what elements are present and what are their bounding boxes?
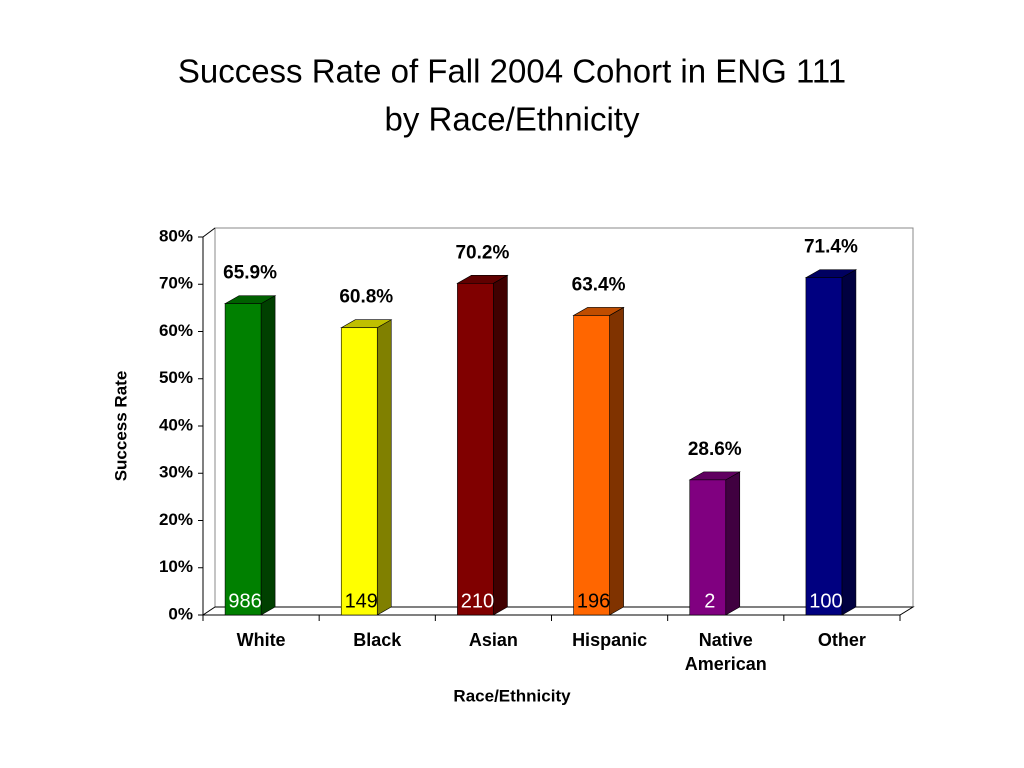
count-label: 210 (461, 590, 494, 612)
count-label: 196 (577, 590, 610, 612)
y-tick-label: 0% (168, 604, 193, 623)
y-tick-label: 80% (159, 226, 193, 245)
x-axis-label: Race/Ethnicity (453, 686, 571, 705)
data-label: 65.9% (223, 263, 277, 284)
bar (457, 283, 494, 616)
bar-side (376, 319, 392, 616)
data-label: 63.4% (572, 274, 626, 295)
x-tick-label: White (236, 630, 286, 650)
y-tick-label: 50% (159, 368, 193, 387)
y-tick-label: 10% (159, 557, 193, 576)
y-tick-label: 40% (159, 415, 193, 434)
x-tick-label: Black (353, 630, 402, 650)
data-label: 70.2% (455, 242, 509, 263)
bar-side (493, 274, 508, 616)
y-tick-label: 20% (159, 510, 193, 529)
count-label: 2 (704, 590, 715, 612)
count-label: 100 (809, 590, 842, 612)
data-label: 28.6% (688, 439, 742, 460)
bar (689, 479, 727, 616)
x-tick-label: Asian (468, 630, 518, 650)
bar-side (841, 269, 857, 616)
bar-side (260, 295, 276, 616)
chart-title: by Race/Ethnicity (385, 101, 640, 138)
y-tick-label: 30% (159, 463, 193, 482)
data-label: 60.8% (339, 287, 393, 308)
y-tick-label: 70% (159, 274, 193, 293)
count-label: 149 (345, 590, 378, 612)
x-tick-label: Hispanic (572, 630, 648, 650)
bar (340, 327, 378, 616)
x-tick-label: Native American (684, 630, 767, 674)
count-label: 986 (228, 590, 261, 612)
bar (573, 315, 610, 616)
bar-side (725, 471, 741, 616)
y-tick-label: 60% (159, 321, 193, 340)
bar-side (609, 306, 624, 616)
chart-title: Success Rate of Fall 2004 Cohort in ENG … (178, 53, 846, 90)
y-axis-label: Success Rate (111, 371, 130, 482)
bar (805, 277, 843, 616)
bar (224, 303, 262, 616)
data-label: 71.4% (804, 237, 858, 258)
x-tick-label: Other (817, 630, 866, 650)
